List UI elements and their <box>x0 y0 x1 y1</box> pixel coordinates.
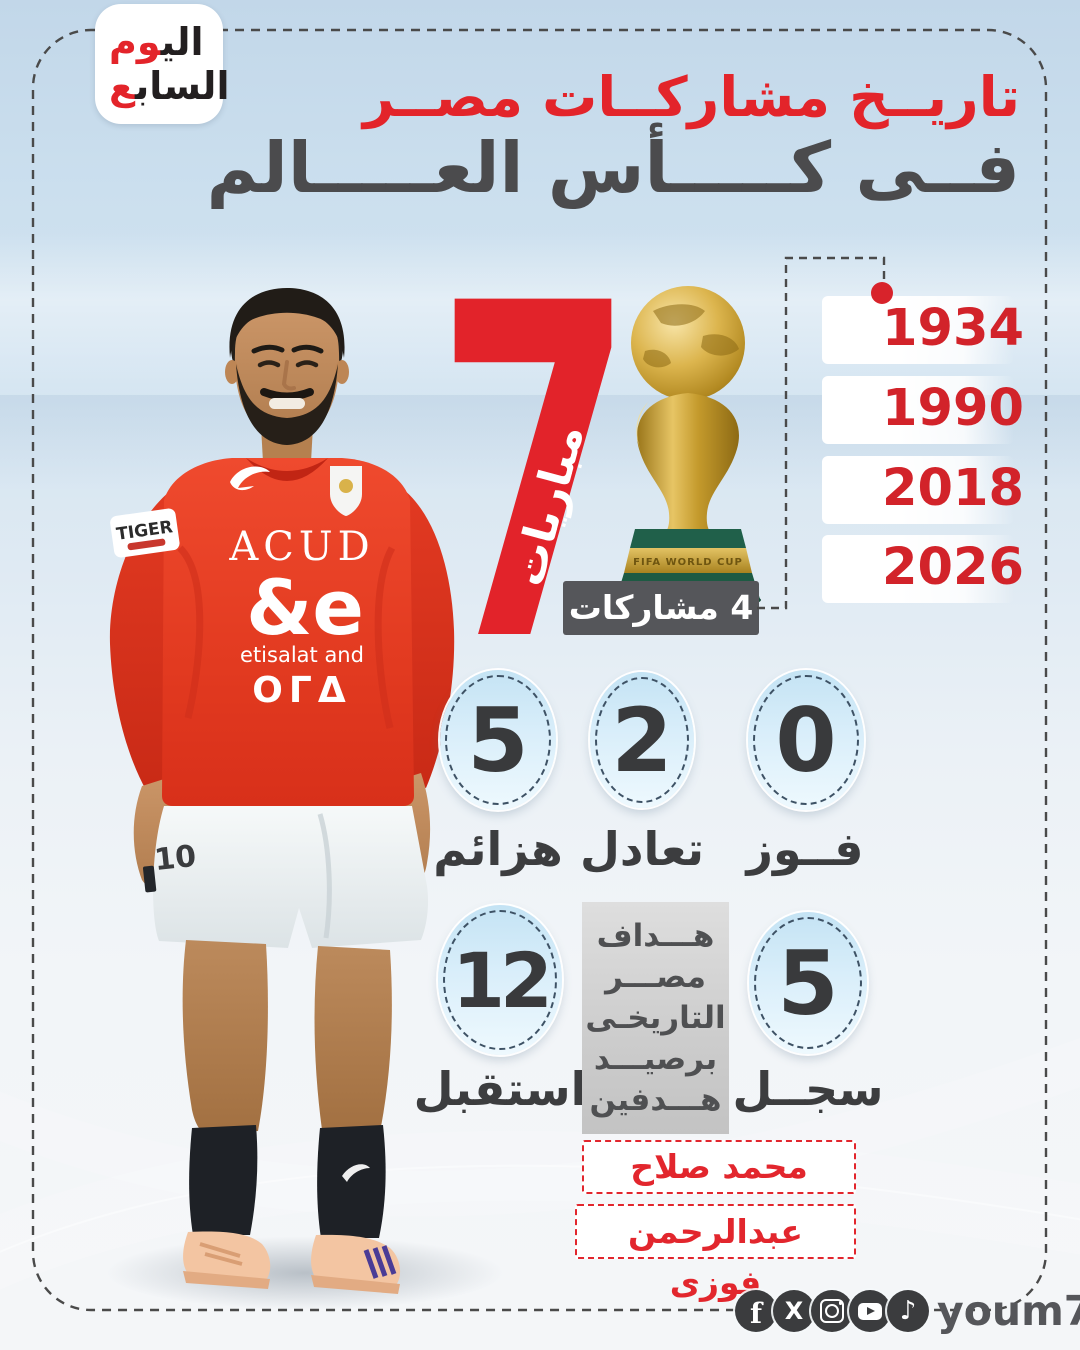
youm7-logo: اليوم السابع <box>95 4 230 124</box>
player-shorts <box>153 806 429 948</box>
wins-value: 0 <box>775 688 837 792</box>
social-bar: f X ♪ youm7 <box>735 1290 1080 1332</box>
note-line: التاريخـى <box>585 1000 726 1036</box>
year-bar-1934: 1934 <box>822 296 1024 364</box>
title-line1: تاريــخ مشاركــات مصــر <box>362 65 1020 129</box>
youtube-icon[interactable] <box>849 1290 891 1332</box>
instagram-icon[interactable] <box>811 1290 853 1332</box>
etisalat-logo-text: e& <box>246 563 364 652</box>
player-left-sock <box>189 1125 258 1235</box>
shorts-number: 10 <box>153 839 198 878</box>
draws-value: 2 <box>611 688 673 792</box>
social-handle: youm7 <box>937 1287 1080 1335</box>
note-line: مصـــر <box>605 959 706 995</box>
player-left-leg <box>182 940 268 1134</box>
player-right-leg <box>314 946 392 1132</box>
note-line: هـــداف <box>596 918 715 954</box>
historic-scorer-note: هـــداف مصـــر التاريخـى برصيـــد هـــدف… <box>582 902 729 1134</box>
tiktok-icon[interactable]: ♪ <box>887 1290 929 1332</box>
title-line2: فــى كـــــأس العـــــالم <box>206 127 1020 210</box>
scored-value: 5 <box>777 931 839 1035</box>
etisalat-sub-text: etisalat and <box>240 643 364 667</box>
logo-line1: اليوم <box>109 20 204 64</box>
note-line: هـــدفين <box>589 1082 722 1118</box>
stat-circle-losses: 5 <box>440 670 556 810</box>
scored-label: سجــل <box>732 1062 884 1116</box>
player-mustache <box>260 388 314 401</box>
year-bar-1990: 1990 <box>822 376 1024 444</box>
player-right-sock <box>317 1125 386 1238</box>
trophy-band-text: FIFA WORLD CUP <box>633 557 743 568</box>
participations-badge: 4 مشاركات <box>563 581 759 635</box>
x-icon[interactable]: X <box>773 1290 815 1332</box>
losses-value: 5 <box>467 688 529 792</box>
trophy-green-band-top <box>630 529 746 548</box>
conceded-label: استقبل <box>413 1062 587 1116</box>
stat-circle-scored: 5 <box>749 912 867 1054</box>
ora-sponsor-text: OΓΔ <box>252 670 351 711</box>
scorer-name-mohamed-salah: محمد صلاح <box>582 1140 856 1194</box>
wins-label: فــوز <box>746 822 864 876</box>
page-title: تاريــخ مشاركــات مصــر فــى كـــــأس ال… <box>206 65 1020 210</box>
trophy-body <box>637 393 739 535</box>
logo-line2: السابع <box>109 64 230 108</box>
facebook-icon[interactable]: f <box>735 1290 777 1332</box>
year-bar-2026: 2026 <box>822 535 1024 603</box>
egypt-crest-eagle <box>339 479 353 493</box>
stat-circle-draws: 2 <box>590 672 694 808</box>
conceded-value: 12 <box>452 935 553 1025</box>
year-bar-2018: 2018 <box>822 456 1024 524</box>
player-smile <box>269 398 305 409</box>
losses-label: هزائم <box>433 822 563 876</box>
scorer-name-abdelrahman-fawzy: عبدالرحمن فوزى <box>575 1204 856 1302</box>
note-line: برصيـــد <box>593 1041 718 1077</box>
stat-circle-conceded: 12 <box>438 905 562 1055</box>
player-photo-mohamed-salah: TIGER ACUD e& etisalat and OΓΔ 10 <box>109 288 455 1294</box>
stat-circle-wins: 0 <box>748 670 864 810</box>
